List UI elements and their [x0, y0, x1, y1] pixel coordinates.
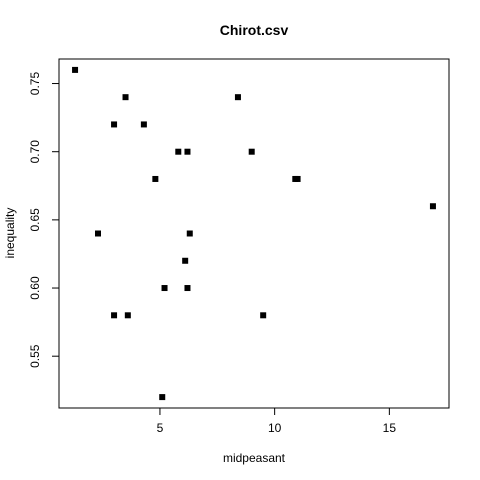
data-point — [140, 121, 147, 128]
data-point — [260, 312, 267, 319]
x-tick-label: 15 — [383, 421, 397, 435]
data-point — [186, 230, 193, 237]
y-tick-label: 0.75 — [28, 72, 42, 96]
data-point — [184, 148, 191, 155]
data-point — [182, 257, 189, 264]
data-point — [124, 312, 131, 319]
data-point — [248, 148, 255, 155]
data-point — [175, 148, 182, 155]
data-point — [122, 94, 129, 101]
y-tick-label: 0.70 — [28, 140, 42, 164]
data-point — [184, 285, 191, 292]
data-point — [111, 312, 118, 319]
data-point — [161, 285, 168, 292]
plot-frame — [58, 58, 450, 409]
data-point — [72, 66, 79, 73]
x-tick-label: 5 — [157, 421, 164, 435]
data-point — [111, 121, 118, 128]
data-point — [234, 94, 241, 101]
data-points — [72, 66, 436, 401]
data-point — [95, 230, 101, 237]
x-axis-label: midpeasant — [223, 451, 286, 465]
data-point — [159, 394, 166, 401]
data-point — [152, 175, 159, 182]
x-axis: 5 10 15 — [157, 407, 397, 435]
data-point — [294, 175, 301, 182]
chart-title: Chirot.csv — [220, 22, 289, 38]
y-axis-label: inequality — [3, 208, 17, 259]
x-tick-label: 10 — [268, 421, 282, 435]
y-tick-label: 0.55 — [28, 344, 42, 368]
data-point — [429, 203, 436, 210]
y-tick-label: 0.65 — [28, 208, 42, 232]
y-axis: 0.55 0.60 0.65 0.70 0.75 — [28, 72, 60, 368]
y-tick-label: 0.60 — [28, 276, 42, 300]
